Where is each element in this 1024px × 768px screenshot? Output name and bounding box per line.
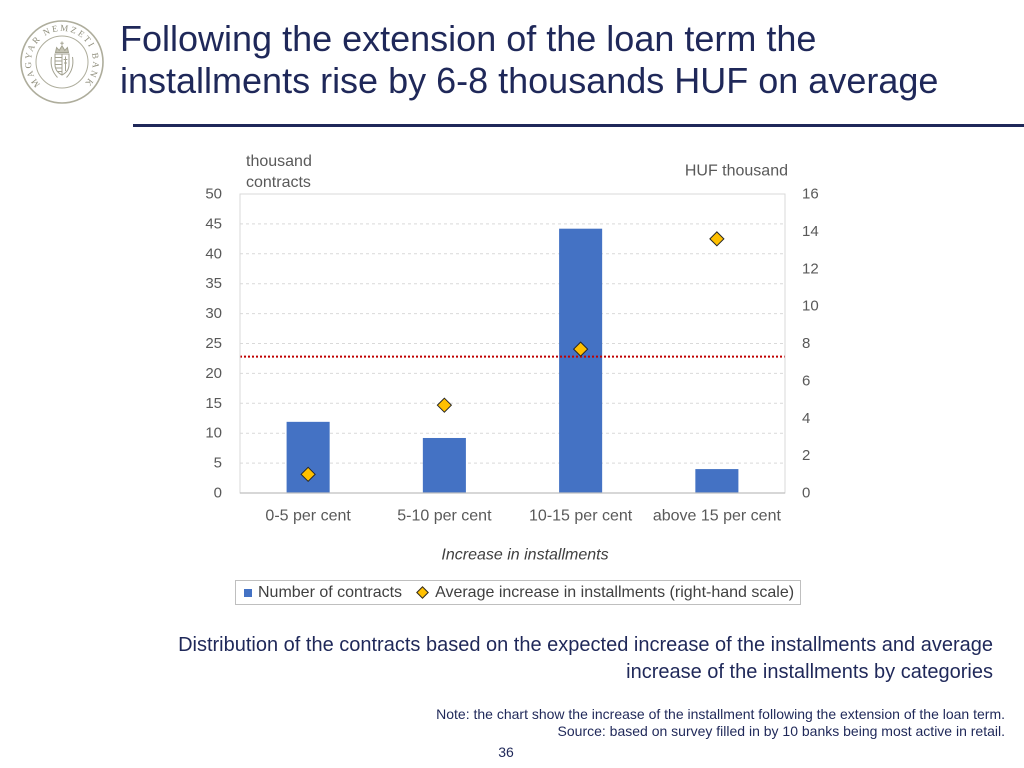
y-tick-label: 5	[214, 455, 222, 472]
contracts-bar	[695, 469, 739, 493]
y-tick-label: 40	[205, 245, 222, 262]
logo-seal: MAGYAR NEMZETI BANK	[20, 20, 104, 104]
x-tick-label: 5-10 per cent	[397, 508, 492, 525]
y-tick-label: 45	[205, 215, 222, 232]
contracts-bar	[422, 437, 466, 493]
legend-diamond-swatch	[416, 586, 429, 599]
installment-increase-marker	[436, 397, 453, 413]
legend-label-contracts: Number of contracts	[258, 583, 403, 601]
y-axis-label: thousand contracts	[246, 153, 312, 191]
y2-tick-label: 6	[802, 372, 810, 389]
page-number: 36	[498, 744, 514, 760]
y-tick-label: 35	[205, 275, 222, 292]
source-text: Source: based on survey filled in by 10 …	[557, 723, 1005, 739]
y2-axis-label: HUF thousand	[685, 163, 788, 180]
y-tick-label: 50	[205, 186, 222, 203]
installment-increase-marker	[572, 341, 589, 357]
y-tick-label: 20	[205, 365, 222, 382]
y-tick-label: 15	[205, 395, 222, 412]
coat-of-arms-icon	[50, 41, 74, 78]
y2-tick-label: 16	[802, 186, 819, 203]
y2-tick-label: 4	[802, 410, 810, 427]
marker-series	[300, 231, 725, 483]
chart-legend: Number of contracts Average increase in …	[235, 580, 802, 605]
chart-canvas: HUF thousand Increase in installments 0 5…	[205, 163, 819, 564]
slide-title: Following the extension of the loan term…	[120, 18, 939, 101]
legend-label-installments: Average increase in installments (right-…	[435, 583, 795, 601]
chart-caption: Distribution of the contracts based on t…	[178, 634, 993, 683]
installment-increase-marker	[709, 231, 725, 247]
y-tick-label: 30	[205, 305, 222, 322]
y2-axis-ticks: 0 2 4 6 8 10 12 14 16	[802, 186, 819, 502]
x-axis-title: Increase in installments	[441, 547, 608, 564]
contracts-bar	[559, 228, 603, 493]
y2-tick-label: 12	[802, 260, 819, 277]
legend-bar-swatch	[244, 588, 252, 597]
y-tick-label: 25	[205, 335, 222, 352]
legend-item-contracts: Number of contracts	[244, 584, 402, 602]
contracts-bar	[286, 421, 330, 493]
y-tick-label: 0	[214, 485, 222, 502]
y2-tick-label: 2	[802, 447, 810, 464]
y2-tick-label: 8	[802, 335, 810, 352]
y2-tick-label: 10	[802, 298, 819, 315]
y-axis-ticks: 0 5 10 15 20 25 30 35 40 45 50	[205, 186, 222, 502]
y2-tick-label: 14	[802, 223, 819, 240]
logo-inner-ring	[35, 35, 89, 89]
y-tick-label: 10	[205, 425, 222, 442]
x-tick-label: above 15 per cent	[653, 508, 782, 525]
installment-increase-marker	[300, 466, 316, 483]
x-tick-label: 10-15 per cent	[529, 508, 633, 525]
note-text: Note: the chart show the increase of the…	[436, 706, 1005, 722]
chart: HUF thousand Increase in installments 0 5…	[190, 145, 830, 615]
y2-tick-label: 0	[802, 485, 810, 502]
x-tick-label: 0-5 per cent	[265, 508, 351, 525]
legend-item-installments: Average increase in installments (right-…	[416, 584, 794, 602]
x-axis-categories: 0-5 per cent 5-10 per cent 10-15 per cent a…	[265, 508, 781, 525]
bank-logo: MAGYAR NEMZETI BANK	[20, 20, 104, 104]
bar-series	[286, 228, 739, 493]
gridlines	[240, 223, 785, 464]
title-divider	[133, 124, 1024, 127]
